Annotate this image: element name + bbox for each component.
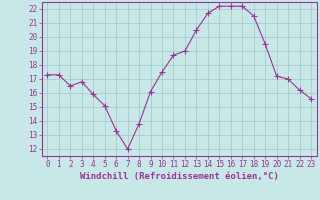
X-axis label: Windchill (Refroidissement éolien,°C): Windchill (Refroidissement éolien,°C) [80,172,279,181]
